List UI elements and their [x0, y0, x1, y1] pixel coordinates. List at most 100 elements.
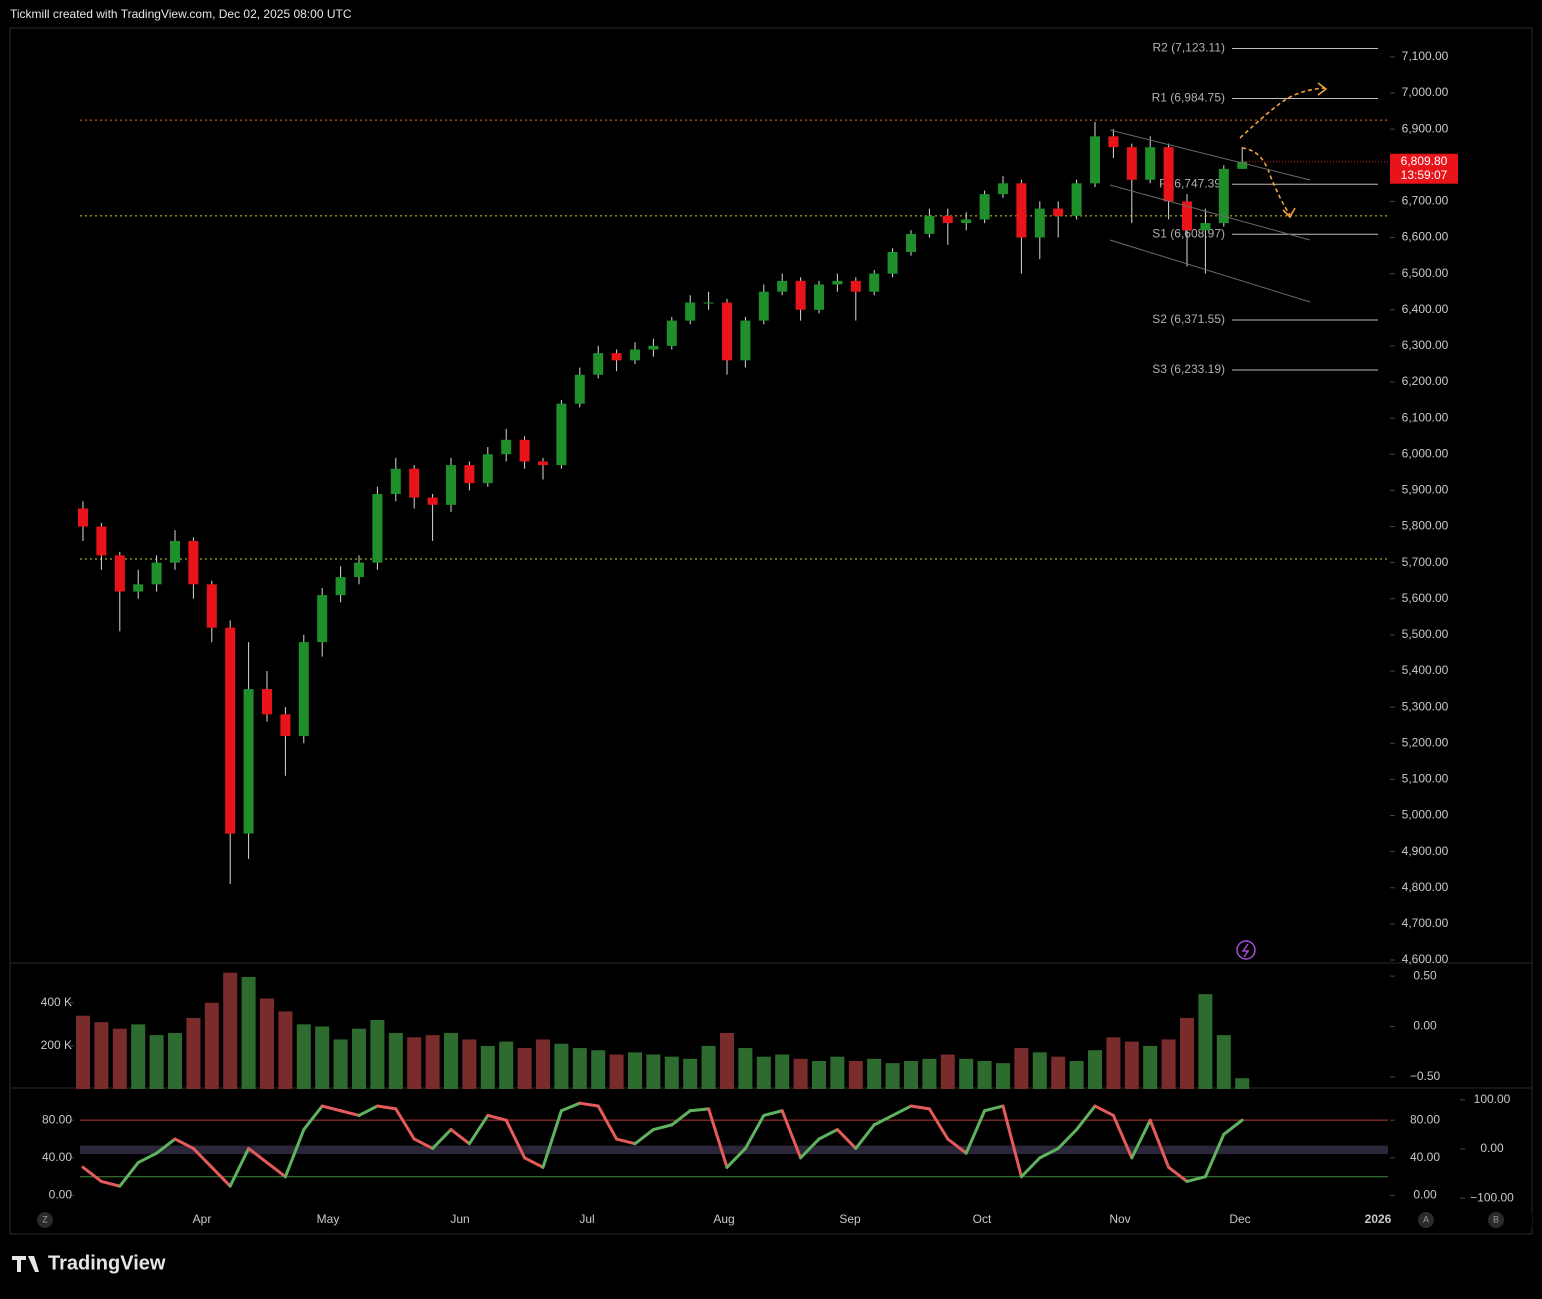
- volume-bar: [1014, 1048, 1029, 1089]
- oscillator-segment: [596, 1104, 619, 1141]
- candle-body: [887, 251, 898, 274]
- candle-body: [648, 345, 659, 350]
- price-tag: [1390, 153, 1458, 184]
- y-tick-label: 5,500.00: [1402, 627, 1449, 641]
- y-tick-label: 5,200.00: [1402, 735, 1449, 749]
- y-tick-label: 0.00: [49, 1188, 73, 1202]
- oscillator-segment: [670, 1109, 692, 1127]
- candle-body: [427, 497, 438, 505]
- candle-body: [1237, 161, 1248, 169]
- oscillator-segment: [1185, 1175, 1207, 1183]
- volume-bar: [904, 1060, 918, 1089]
- volume-bar: [738, 1048, 753, 1089]
- candle-body: [703, 302, 714, 304]
- y-tick-label: 4,900.00: [1402, 844, 1449, 858]
- price-countdown: 13:59:07: [1401, 168, 1448, 182]
- trend-line: [1109, 239, 1311, 303]
- candle-body: [630, 349, 640, 361]
- candle-body: [1126, 147, 1137, 180]
- oscillator-segment: [1203, 1132, 1226, 1179]
- y-tick-label: 6,100.00: [1402, 410, 1449, 424]
- oscillator-segment: [817, 1128, 839, 1141]
- oscillator-segment: [1167, 1165, 1189, 1183]
- oscillator-segment: [431, 1128, 453, 1150]
- trend-line: [1109, 129, 1311, 181]
- candle-body: [758, 291, 769, 321]
- candle-body: [372, 494, 383, 563]
- axis-button[interactable]: [37, 1212, 53, 1228]
- y-tick-right-label: 80.00: [1410, 1112, 1440, 1126]
- volume-bar: [260, 998, 274, 1089]
- volume-bar: [609, 1054, 624, 1089]
- candle-body: [1108, 136, 1119, 148]
- volume-bar: [867, 1058, 882, 1089]
- candle-body: [924, 215, 935, 234]
- candle-body: [1071, 183, 1082, 216]
- candle-body: [556, 403, 567, 466]
- candle-body: [593, 353, 604, 375]
- volume-bar: [444, 1032, 458, 1089]
- y-tick-label: 6,300.00: [1402, 338, 1449, 352]
- axis-button[interactable]: [1488, 1212, 1504, 1228]
- y-tick-right-label: 40.00: [1410, 1150, 1440, 1164]
- candle-body: [519, 439, 530, 462]
- volume-bar: [1143, 1045, 1158, 1089]
- oscillator-segment: [983, 1104, 1005, 1113]
- price-tag-label: 6,809.80: [1401, 154, 1448, 168]
- volume-bar: [1235, 1078, 1250, 1089]
- y-tick-label: 400 K: [41, 995, 72, 1009]
- projection-arrow: [1239, 87, 1326, 139]
- y-tick-label: 6,200.00: [1402, 374, 1449, 388]
- y-tick-label: 6,000.00: [1402, 446, 1449, 460]
- candle-body: [390, 468, 401, 494]
- axis-button-label[interactable]: A: [1423, 1214, 1429, 1224]
- y-tick-label: 4,600.00: [1402, 952, 1449, 966]
- candle-body: [574, 374, 585, 404]
- axis-button-label[interactable]: B: [1493, 1214, 1499, 1224]
- volume-bar: [536, 1039, 550, 1089]
- header-text: Tickmill created with TradingView.com, D…: [10, 7, 352, 21]
- oscillator-segment: [375, 1104, 398, 1111]
- volume-bar: [480, 1045, 495, 1089]
- volume-bar: [701, 1045, 716, 1089]
- candle-body: [446, 465, 456, 505]
- volume-bar: [94, 1022, 109, 1089]
- y-tick-label: 5,000.00: [1402, 808, 1449, 822]
- volume-bar: [1161, 1039, 1176, 1089]
- volume-bar: [1051, 1056, 1066, 1089]
- volume-bar: [1088, 1050, 1102, 1089]
- x-tick-label: May: [317, 1212, 340, 1226]
- alert-icon[interactable]: [1236, 940, 1256, 960]
- candle-body: [666, 320, 677, 346]
- axis-button-label[interactable]: Z: [42, 1214, 48, 1224]
- oscillator-segment: [578, 1101, 600, 1108]
- candle-body: [814, 284, 824, 310]
- oscillator-segment: [799, 1137, 821, 1160]
- x-tick-label: Jun: [450, 1212, 469, 1226]
- volume-bar: [793, 1058, 808, 1089]
- volume-bar: [241, 976, 256, 1089]
- volume-bar: [76, 1015, 90, 1089]
- candle-body: [979, 194, 990, 220]
- oscillator-segment: [339, 1109, 361, 1117]
- candle-body: [538, 461, 548, 466]
- oscillator-segment: [707, 1107, 729, 1169]
- y-tick-label: 5,700.00: [1402, 555, 1449, 569]
- volume-bar: [830, 1056, 845, 1089]
- candle-body: [1163, 147, 1174, 202]
- candle-body: [188, 540, 199, 585]
- plot-layer: 4,600.00 4,700.00 4,800.00 4,900.00 5,000.00…: [37, 41, 1532, 1228]
- oscillator-segment: [762, 1109, 784, 1117]
- y-tick-label: 7,000.00: [1402, 85, 1449, 99]
- candle-body: [262, 689, 272, 715]
- volume-bar: [388, 1032, 403, 1089]
- oscillator-segment: [615, 1137, 637, 1146]
- volume-bar: [168, 1032, 182, 1089]
- pivot-label: P (6,747.39): [1159, 176, 1225, 190]
- volume-bar: [1180, 1017, 1194, 1089]
- axis-button[interactable]: [1418, 1212, 1434, 1228]
- volume-bar: [646, 1054, 661, 1089]
- arrow-head: [1282, 207, 1296, 219]
- candle-body: [170, 540, 180, 563]
